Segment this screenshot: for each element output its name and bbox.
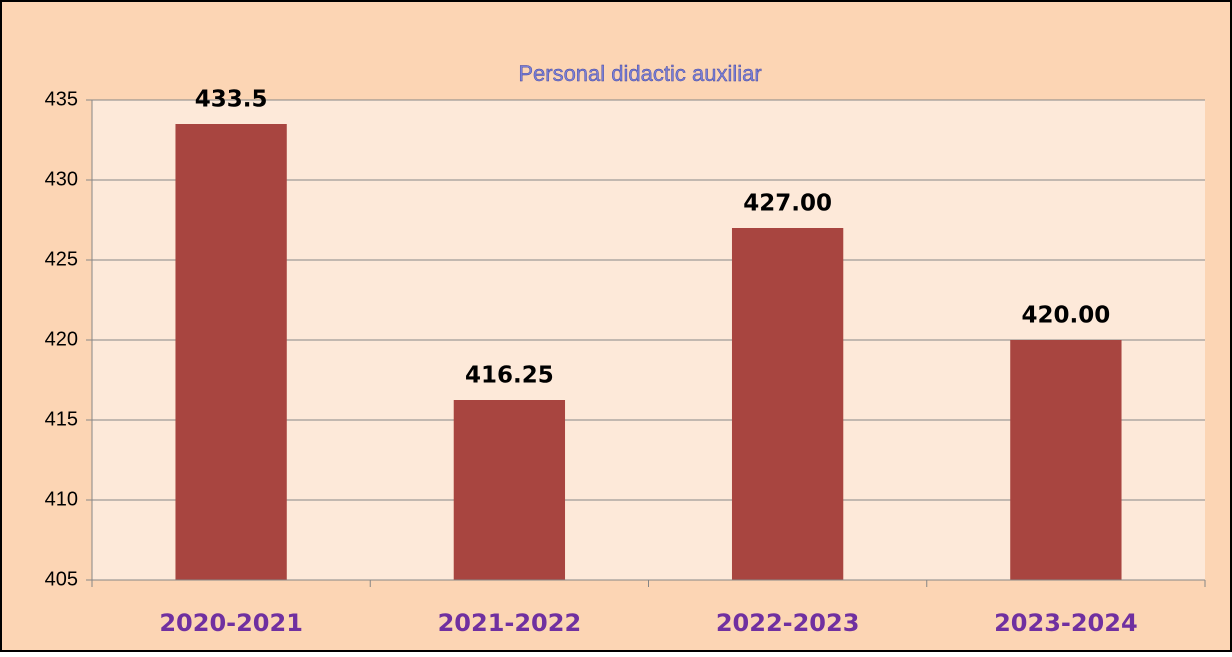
bar xyxy=(175,124,287,580)
bar xyxy=(1010,340,1122,580)
data-label: 433.5 xyxy=(195,87,268,113)
y-tick-label: 425 xyxy=(45,248,78,270)
data-label: 416.25 xyxy=(465,363,554,389)
x-tick-label: 2022-2023 xyxy=(716,609,860,637)
bar xyxy=(731,228,844,580)
y-tick-label: 430 xyxy=(45,168,78,190)
x-tick-label: 2020-2021 xyxy=(159,609,303,637)
y-tick-label: 410 xyxy=(45,488,78,510)
data-label: 427.00 xyxy=(743,191,832,217)
chart-title: Personal didactic auxiliar xyxy=(518,61,761,86)
y-tick-label: 420 xyxy=(45,328,78,350)
data-label: 420.00 xyxy=(1021,303,1110,329)
bar xyxy=(453,400,566,580)
y-tick-label: 415 xyxy=(45,408,78,430)
x-tick-label: 2023-2024 xyxy=(994,609,1138,637)
y-tick-label: 405 xyxy=(45,568,78,590)
y-tick-label: 435 xyxy=(45,88,78,110)
x-tick-label: 2021-2022 xyxy=(438,609,582,637)
